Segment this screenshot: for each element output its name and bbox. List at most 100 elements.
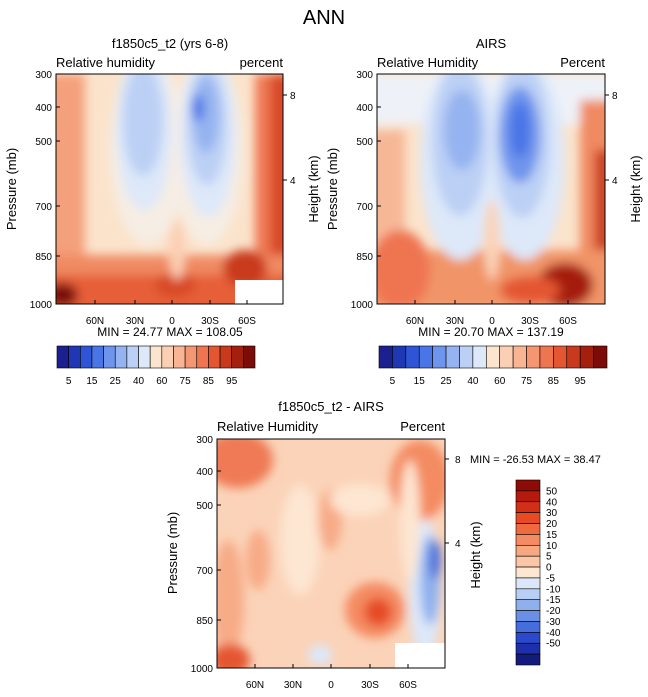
colorbar: 5 15 25 40 60 75 85 95 (56, 345, 256, 387)
y2-axis-ticks: 8 4 (445, 455, 461, 550)
colorbar-label: 20 (546, 519, 558, 530)
colorbar-swatch (196, 345, 209, 369)
y2-axis-title: Height (km) (306, 155, 321, 222)
contour-field (56, 74, 283, 304)
panel-left-label: Relative Humidity (217, 419, 319, 434)
panel-title: f1850c5_t2 (yrs 6-8) (112, 36, 228, 51)
panel-right-label: Percent (560, 55, 605, 70)
colorbar-swatch (512, 345, 527, 369)
colorbar-swatch (515, 555, 541, 568)
y-tick-label: 1000 (191, 664, 214, 675)
colorbar-label: -5 (546, 573, 555, 584)
colorbar-swatch (515, 599, 541, 611)
colorbar-swatch (184, 345, 198, 369)
colorbar-swatch (515, 642, 541, 655)
panel-title: f1850c5_t2 - AIRS (278, 399, 384, 414)
colorbar-swatch (114, 345, 128, 369)
x-axis-ticks: 60N 30N 0 30S 60S (86, 300, 256, 327)
colorbar-swatch (499, 345, 514, 369)
colorbar-swatch (138, 345, 151, 369)
y-axis-title: Pressure (mb) (325, 148, 340, 230)
colorbar: 5 15 25 40 60 75 85 95 (378, 345, 608, 387)
y2-tick-label: 4 (290, 176, 296, 187)
colorbar-label: 40 (467, 376, 479, 387)
y-tick-label: 700 (196, 566, 213, 577)
colorbar-label: 85 (548, 376, 560, 387)
colorbar-swatch (515, 501, 541, 513)
y2-axis-ticks: 8 4 (605, 91, 618, 187)
colorbar-swatch (526, 345, 541, 369)
colorbar-label: 0 (546, 563, 552, 574)
panel-left-label: Relative Humidity (377, 55, 479, 70)
colorbar-label: 95 (226, 376, 238, 387)
contour-field (377, 74, 605, 304)
y-tick-label: 500 (35, 137, 52, 148)
panel-model: f1850c5_t2 (yrs 6-8) Relative humidity p… (4, 36, 321, 387)
x-tick-label: 30N (284, 680, 302, 691)
y2-axis-title: Height (km) (628, 155, 643, 222)
colorbar-label: 40 (133, 376, 145, 387)
y-tick-label: 850 (356, 252, 373, 263)
colorbar-label: 15 (546, 530, 558, 541)
x-tick-label: 60N (86, 316, 104, 327)
colorbar-swatch (208, 345, 221, 369)
y-tick-label: 700 (35, 202, 52, 213)
colorbar-swatch (231, 345, 244, 369)
y-axis-ticks: 300 400 500 700 850 1000 (191, 435, 221, 675)
colorbar-swatch (515, 512, 541, 524)
colorbar-label: 75 (521, 376, 533, 387)
colorbar-swatch (515, 534, 541, 546)
panel-obs: AIRS Relative Humidity Percent (325, 36, 643, 387)
colorbar-label: 60 (494, 376, 506, 387)
colorbar-label: -40 (546, 628, 561, 639)
colorbar-swatch (79, 345, 93, 369)
y-tick-label: 850 (35, 252, 52, 263)
panel-right-label: percent (240, 55, 284, 70)
colorbar-swatch (515, 490, 541, 503)
x-tick-label: 30S (201, 316, 219, 327)
y2-tick-label: 8 (612, 91, 618, 102)
colorbar-swatch (485, 345, 501, 369)
y-tick-label: 300 (35, 70, 52, 81)
x-tick-label: 0 (328, 680, 334, 691)
colorbar-label: 50 (546, 486, 558, 497)
y-tick-label: 850 (196, 616, 213, 627)
x-tick-label: 30N (446, 316, 464, 327)
x-tick-label: 0 (169, 316, 175, 327)
x-tick-label: 60S (238, 316, 256, 327)
colorbar-swatch (515, 544, 541, 557)
colorbar-swatch (161, 345, 174, 369)
x-tick-label: 60S (399, 680, 417, 691)
stats-text: MIN = -26.53 MAX = 38.47 (470, 454, 601, 466)
colorbar-swatch (126, 345, 139, 369)
y2-axis-ticks: 8 4 (283, 91, 296, 187)
colorbar-swatch (219, 345, 233, 369)
colorbar-swatch (445, 345, 460, 369)
colorbar-swatch (56, 345, 69, 369)
x-tick-label: 60N (406, 316, 424, 327)
colorbar-swatch (515, 621, 541, 633)
x-tick-label: 30S (361, 680, 379, 691)
colorbar-swatch (515, 523, 541, 535)
x-tick-label: 30S (521, 316, 539, 327)
colorbar-swatch (405, 345, 420, 369)
colorbar-swatch (566, 345, 581, 369)
colorbar-label: 5 (546, 552, 552, 563)
colorbar-swatch (515, 653, 541, 666)
colorbar-swatch (459, 345, 474, 369)
x-tick-label: 0 (489, 316, 495, 327)
y2-tick-label: 4 (612, 176, 618, 187)
colorbar-label: 25 (440, 376, 452, 387)
y2-tick-label: 4 (455, 539, 461, 550)
colorbar-label: -20 (546, 606, 561, 617)
colorbar-label: 85 (203, 376, 215, 387)
colorbar-label: -10 (546, 584, 561, 595)
stats-text: MIN = 24.77 MAX = 108.05 (97, 325, 243, 339)
colorbar-swatch (392, 345, 407, 369)
colorbar-label: 25 (110, 376, 122, 387)
y-axis-title: Pressure (mb) (165, 512, 180, 594)
y2-tick-label: 8 (455, 455, 461, 466)
colorbar-swatch (432, 345, 447, 369)
